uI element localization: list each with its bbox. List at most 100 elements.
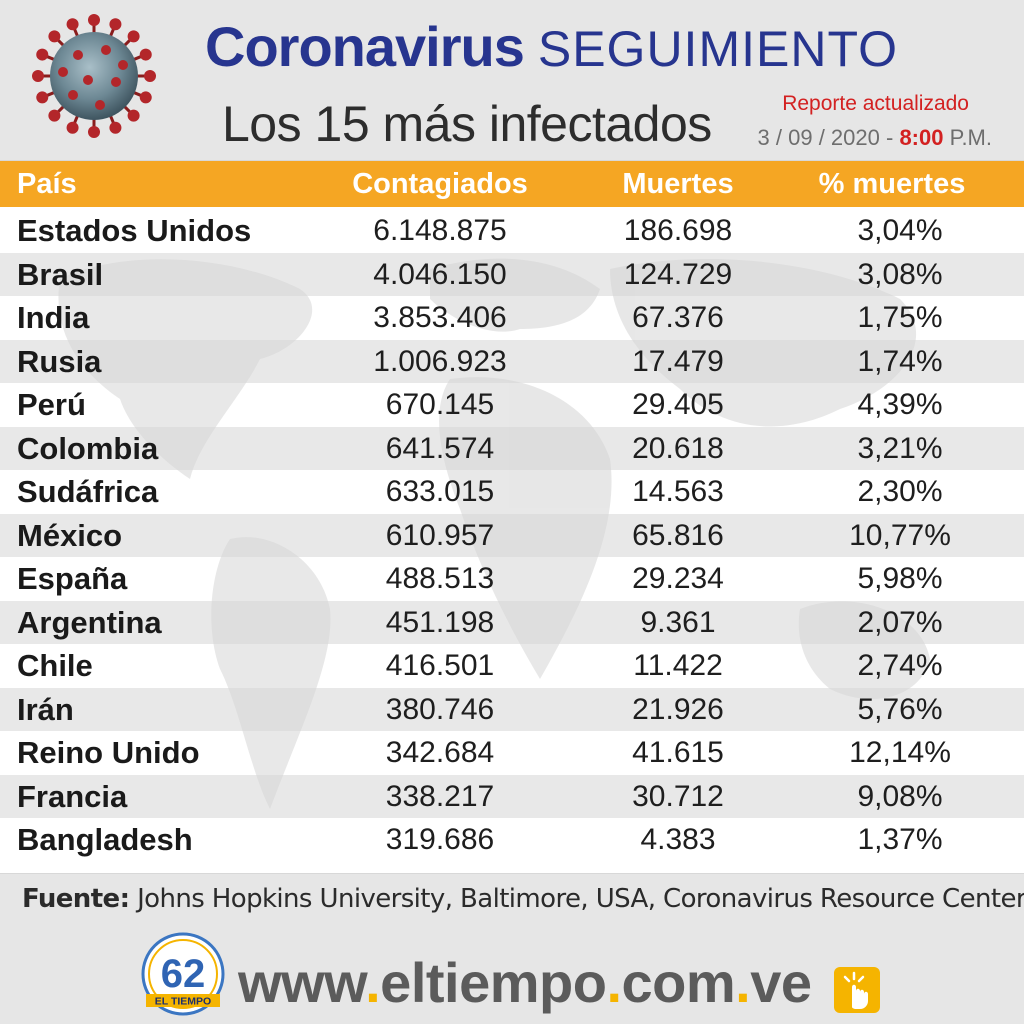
url-eltiempo: eltiempo <box>380 951 607 1014</box>
website-url[interactable]: www.eltiempo.com.ve <box>238 950 812 1015</box>
report-ampm: P.M. <box>949 125 992 150</box>
country-cell: Estados Unidos <box>17 213 252 248</box>
url-www: www <box>238 951 366 1014</box>
table-row: Brasil 4.046.150 124.729 3,08% <box>0 252 1024 296</box>
country-cell: Colombia <box>17 430 159 466</box>
cases-cell: 6.148.875 <box>373 214 507 247</box>
country-cell: Brasil <box>17 256 104 292</box>
coronavirus-icon <box>32 14 156 138</box>
table-row: Bangladesh 319.686 4.383 1,37% <box>0 818 1024 861</box>
country-cell: Reino Unido <box>17 735 200 770</box>
deaths-cell: 17.479 <box>632 344 724 378</box>
cases-cell: 1.006.923 <box>373 344 507 378</box>
report-date-value: 3 / 09 / 2020 - <box>757 125 894 150</box>
subtitle: Los 15 más infectados <box>222 96 712 152</box>
report-time: 8:00 <box>899 125 944 150</box>
deaths-cell: 29.405 <box>632 388 724 421</box>
table-row: México 610.957 65.816 10,77% <box>0 513 1024 557</box>
cases-cell: 488.513 <box>385 562 495 595</box>
source-text: Johns Hopkins University, Baltimore, USA… <box>137 884 1024 914</box>
deaths-cell: 41.615 <box>632 736 724 769</box>
pct-cell: 4,39% <box>857 388 943 421</box>
table-row: Perú 670.145 29.405 4,39% <box>0 383 1024 426</box>
cases-cell: 633.015 <box>385 475 495 508</box>
country-cell: Argentina <box>17 604 162 640</box>
deaths-cell: 65.816 <box>632 518 724 552</box>
deaths-cell: 14.563 <box>632 475 724 508</box>
table-row: Argentina 451.198 9.361 2,07% <box>0 600 1024 644</box>
cases-cell: 641.574 <box>385 431 495 465</box>
cases-cell: 416.501 <box>385 649 495 682</box>
pct-cell: 1,74% <box>857 344 943 378</box>
table-row: Sudáfrica 633.015 14.563 2,30% <box>0 470 1024 513</box>
deaths-cell: 9.361 <box>640 605 716 639</box>
col-header-cases: Contagiados <box>352 168 528 200</box>
click-hand-icon <box>834 967 880 1013</box>
pct-cell: 9,08% <box>857 779 943 813</box>
country-cell: Rusia <box>17 343 102 379</box>
source-line: Fuente: Johns Hopkins University, Baltim… <box>22 884 1024 914</box>
cases-cell: 3.853.406 <box>373 301 507 334</box>
table-row: Irán 380.746 21.926 5,76% <box>0 687 1024 731</box>
pct-cell: 3,04% <box>857 214 943 247</box>
el-tiempo-logo: 62 EL TIEMPO <box>141 932 225 1016</box>
pct-cell: 3,08% <box>857 257 943 291</box>
deaths-cell: 20.618 <box>632 431 724 465</box>
col-header-deaths: Muertes <box>622 168 734 200</box>
country-cell: Chile <box>17 648 93 683</box>
country-cell: España <box>17 561 128 596</box>
pct-cell: 10,77% <box>849 518 951 552</box>
cases-cell: 342.684 <box>385 736 495 769</box>
country-cell: Bangladesh <box>17 822 193 857</box>
country-cell: Irán <box>17 691 74 727</box>
table-row: Estados Unidos 6.148.875 186.698 3,04% <box>0 209 1024 252</box>
cases-cell: 610.957 <box>385 518 495 552</box>
pct-cell: 2,74% <box>857 649 943 682</box>
country-cell: India <box>17 300 90 335</box>
report-label: Reporte actualizado <box>782 92 969 115</box>
pct-cell: 5,98% <box>857 562 943 595</box>
report-date: 3 / 09 / 2020 - 8:00 P.M. <box>758 125 992 151</box>
cases-cell: 319.686 <box>385 823 495 856</box>
source-label: Fuente: <box>22 884 130 914</box>
title-coronavirus: Coronavirus <box>205 15 525 78</box>
deaths-cell: 21.926 <box>632 692 724 726</box>
url-com: com <box>621 951 736 1014</box>
deaths-cell: 11.422 <box>633 649 723 682</box>
table-row: Francia 338.217 30.712 9,08% <box>0 774 1024 818</box>
cases-cell: 670.145 <box>385 388 495 421</box>
url-dot-2: . <box>606 951 622 1014</box>
deaths-cell: 186.698 <box>623 214 733 247</box>
deaths-cell: 67.376 <box>632 301 724 334</box>
logo-name: EL TIEMPO <box>155 996 211 1008</box>
cases-cell: 380.746 <box>385 692 495 726</box>
data-table: País Contagiados Muertes % muertes Estad… <box>0 160 1024 874</box>
table-row: India 3.853.406 67.376 1,75% <box>0 296 1024 339</box>
table-row: Rusia 1.006.923 17.479 1,74% <box>0 339 1024 383</box>
pct-cell: 1,75% <box>857 301 943 334</box>
table-row: Colombia 641.574 20.618 3,21% <box>0 426 1024 470</box>
pct-cell: 5,76% <box>857 692 943 726</box>
country-cell: Francia <box>17 778 128 814</box>
cases-cell: 451.198 <box>385 605 495 639</box>
deaths-cell: 4.383 <box>640 823 716 856</box>
country-cell: Sudáfrica <box>17 474 159 509</box>
cases-cell: 338.217 <box>385 779 495 813</box>
col-header-pct: % muertes <box>818 168 966 200</box>
url-dot-1: . <box>365 951 381 1014</box>
url-ve: ve <box>750 951 812 1014</box>
table-row: Reino Unido 342.684 41.615 12,14% <box>0 731 1024 774</box>
url-dot-3: . <box>735 951 751 1014</box>
pct-cell: 12,14% <box>849 736 951 769</box>
cases-cell: 4.046.150 <box>373 257 507 291</box>
country-cell: Perú <box>17 387 86 422</box>
table-header: País Contagiados Muertes % muertes <box>0 161 1024 207</box>
title-seguimiento: SEGUIMIENTO <box>537 21 898 77</box>
pct-cell: 3,21% <box>857 431 943 465</box>
table-row: Chile 416.501 11.422 2,74% <box>0 644 1024 687</box>
pct-cell: 2,07% <box>857 605 943 639</box>
logo-number: 62 <box>161 952 206 996</box>
pct-cell: 1,37% <box>857 823 943 856</box>
deaths-cell: 29.234 <box>632 562 724 595</box>
